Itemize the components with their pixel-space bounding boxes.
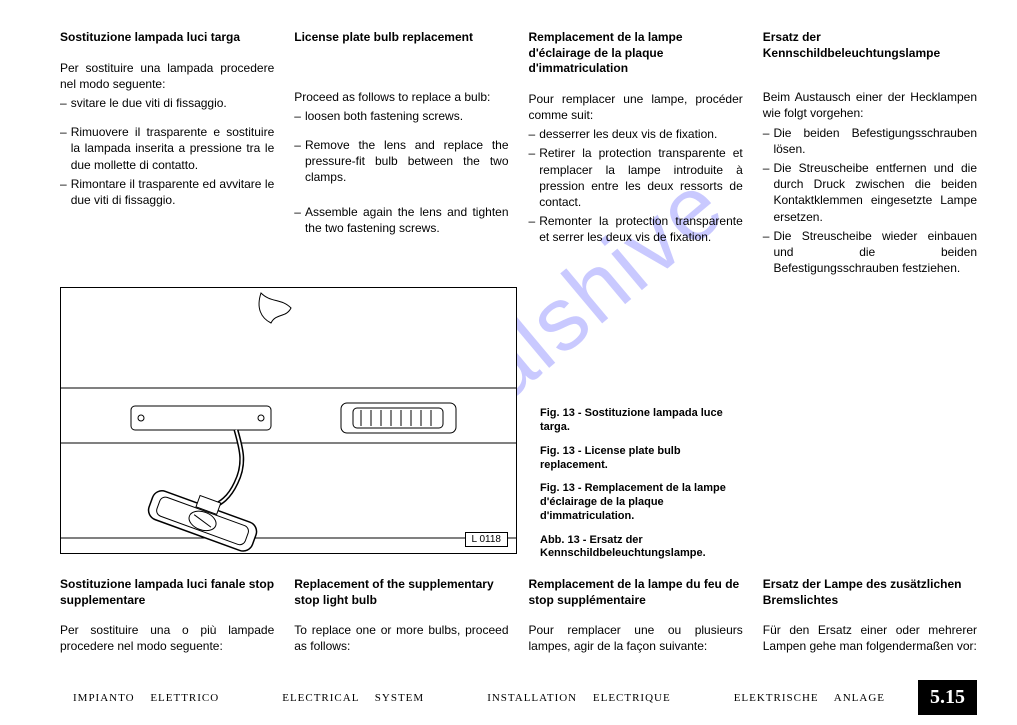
- bcol-de: Ersatz der Lampe des zusätzlichen Bremsl…: [763, 577, 977, 658]
- illustration-label: L 0118: [465, 532, 508, 547]
- page-footer: IMPIANTO ELETTRICO ELECTRICAL SYSTEM INS…: [0, 680, 1017, 715]
- bullet-en-1: –loosen both fastening screws.: [294, 108, 508, 124]
- bcol-fr: Remplacement de la lampe du feu de stop …: [529, 577, 743, 658]
- bullet-de-1: –Die beiden Befestigungsschrauben lösen.: [763, 125, 977, 157]
- caption-it: Fig. 13 - Sostituzione lampada luce targ…: [540, 407, 749, 435]
- col-en: License plate bulb replacement Proceed a…: [294, 30, 508, 279]
- bpara-it: Per sostituire una o più lampade procede…: [60, 622, 274, 654]
- caption-en: Fig. 13 - License plate bulb replacement…: [540, 445, 749, 473]
- col-fr: Remplacement de la lampe d'éclairage de …: [529, 30, 743, 279]
- page-content: Sostituzione lampada luci targa Per sost…: [0, 0, 1017, 658]
- bullet-it-1: –svitare le due viti di fissaggio.: [60, 95, 274, 111]
- heading-en: License plate bulb replacement: [294, 30, 508, 46]
- bullet-de-3: –Die Streuscheibe wieder einbauen und di…: [763, 228, 977, 277]
- bullet-it-3: –Rimontare il trasparente ed avvitare le…: [60, 176, 274, 208]
- page-number: 5.15: [918, 680, 977, 715]
- bheading-de: Ersatz der Lampe des zusätzlichen Bremsl…: [763, 577, 977, 608]
- intro-it: Per sostituire una lampada procedere nel…: [60, 60, 274, 92]
- bullet-fr-1: –desserrer les deux vis de fixation.: [529, 126, 743, 142]
- bullet-de-2: –Die Streuscheibe entfernen und die durc…: [763, 160, 977, 225]
- top-columns: Sostituzione lampada luci targa Per sost…: [60, 30, 977, 279]
- caption-de: Abb. 13 - Ersatz der Kennschildbeleuchtu…: [540, 534, 749, 562]
- bottom-columns: Sostituzione lampada luci fanale stop su…: [60, 577, 977, 658]
- bpara-en: To replace one or more bulbs, proceed as…: [294, 622, 508, 654]
- col-it: Sostituzione lampada luci targa Per sost…: [60, 30, 274, 279]
- bpara-fr: Pour remplacer une ou plusieurs lampes, …: [529, 622, 743, 654]
- bullet-fr-3: –Remonter la protection transparente et …: [529, 213, 743, 245]
- bcol-it: Sostituzione lampada luci fanale stop su…: [60, 577, 274, 658]
- bullet-it-2: –Rimuovere il trasparente e sostituire l…: [60, 124, 274, 173]
- bheading-en: Replacement of the supplementary stop li…: [294, 577, 508, 608]
- bpara-de: Für den Ersatz einer oder mehrerer Lampe…: [763, 622, 977, 654]
- figure-row: L 0118 Fig. 13 - Sostituzione lampada lu…: [60, 287, 977, 571]
- figure-captions: Fig. 13 - Sostituzione lampada luce targ…: [540, 287, 749, 571]
- intro-de: Beim Austausch einer der Hecklampen wie …: [763, 89, 977, 121]
- caption-fr: Fig. 13 - Remplacement de la lampe d'écl…: [540, 482, 749, 523]
- heading-fr: Remplacement de la lampe d'éclairage de …: [529, 30, 743, 77]
- intro-en: Proceed as follows to replace a bulb:: [294, 89, 508, 105]
- bheading-it: Sostituzione lampada luci fanale stop su…: [60, 577, 274, 608]
- bullet-en-3: –Assemble again the lens and tighten the…: [294, 204, 508, 236]
- bullet-en-2: –Remove the lens and replace the pressur…: [294, 137, 508, 186]
- heading-de: Ersatz der Kennschildbeleuchtungslampe: [763, 30, 977, 61]
- heading-it: Sostituzione lampada luci targa: [60, 30, 274, 46]
- bcol-en: Replacement of the supplementary stop li…: [294, 577, 508, 658]
- bullet-fr-2: –Retirer la protection transparente et r…: [529, 145, 743, 210]
- col-de: Ersatz der Kennschildbeleuchtungslampe B…: [763, 30, 977, 279]
- figure-13-illustration: L 0118: [60, 287, 517, 554]
- bheading-fr: Remplacement de la lampe du feu de stop …: [529, 577, 743, 608]
- footer-sections: IMPIANTO ELETTRICO ELECTRICAL SYSTEM INS…: [60, 692, 898, 704]
- intro-fr: Pour remplacer une lampe, procéder comme…: [529, 91, 743, 123]
